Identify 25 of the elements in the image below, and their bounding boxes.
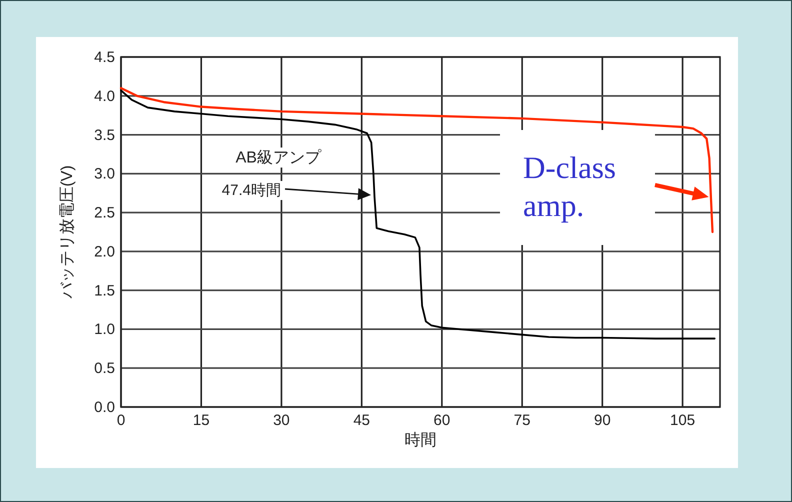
y-tick-label: 2.0 bbox=[94, 243, 115, 260]
x-tick-label: 45 bbox=[353, 412, 370, 429]
x-tick-label: 30 bbox=[273, 412, 290, 429]
y-tick-label: 4.0 bbox=[94, 88, 115, 105]
y-tick-label: 4.5 bbox=[94, 49, 115, 66]
x-tick-label: 105 bbox=[670, 412, 696, 429]
y-tick-label: 1.0 bbox=[94, 321, 115, 338]
y-tick-label: 0.0 bbox=[94, 399, 115, 416]
y-axis-title: バッテリ放電圧(V) bbox=[59, 165, 76, 300]
line-series bbox=[120, 90, 716, 340]
x-tick-label: 90 bbox=[594, 412, 611, 429]
series-label: AB級アンプ bbox=[236, 148, 322, 167]
x-tick-label: 15 bbox=[192, 412, 210, 429]
x-axis-title: 時間 bbox=[404, 431, 436, 449]
y-tick-label: 3.5 bbox=[94, 126, 115, 144]
y-tick-label: 1.5 bbox=[94, 282, 115, 300]
y-tick-label: 3.0 bbox=[94, 166, 115, 183]
annotation: 47.4時間 bbox=[222, 182, 281, 199]
x-tick-label: 75 bbox=[514, 412, 530, 429]
y-tick-label: 0.5 bbox=[94, 360, 115, 378]
x-tick-label: 60 bbox=[434, 412, 450, 429]
line-series bbox=[120, 87, 714, 234]
legend-label: D-class amp. bbox=[523, 150, 616, 223]
y-tick-label: 2.5 bbox=[94, 204, 115, 222]
x-tick-label: 0 bbox=[116, 412, 126, 429]
